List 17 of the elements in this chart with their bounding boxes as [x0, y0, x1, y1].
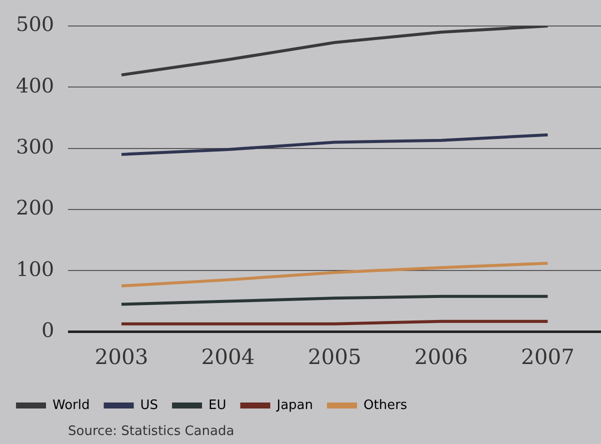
y-tick-label: 200	[16, 196, 54, 220]
legend-label: World	[52, 398, 90, 413]
x-tick-label: 2007	[520, 344, 574, 369]
x-tick-label: 2005	[308, 344, 362, 369]
y-tick-label: 100	[16, 256, 54, 281]
y-tick-label: 400	[16, 73, 54, 98]
x-tick-label: 2006	[414, 344, 468, 369]
x-tick-label: 2003	[94, 344, 148, 369]
y-tick-label: 500	[16, 12, 54, 36]
source-note: Source: Statistics Canada	[68, 424, 234, 439]
legend-label: US	[140, 398, 158, 413]
x-tick-label: 2004	[201, 344, 255, 369]
legend-label: Japan	[276, 398, 314, 413]
y-tick-label: 0	[41, 318, 54, 342]
y-tick-label: 300	[16, 134, 54, 159]
legend-label: EU	[208, 398, 226, 413]
legend-label: Others	[364, 398, 408, 413]
